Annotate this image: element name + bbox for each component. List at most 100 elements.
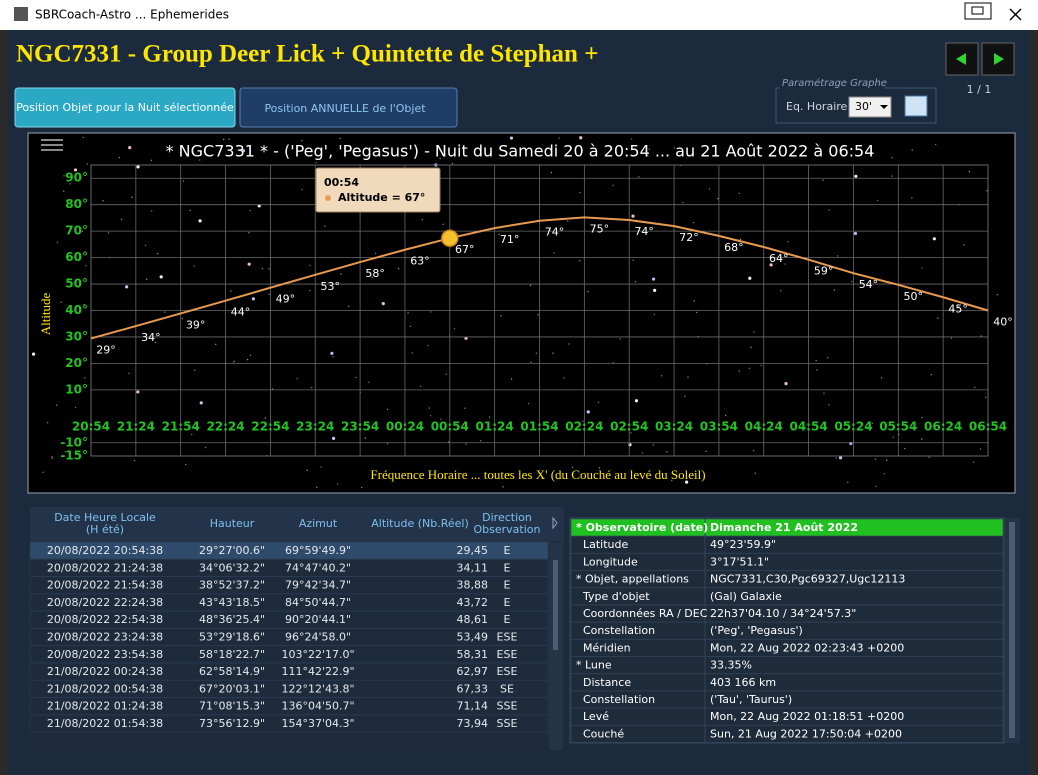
restore-button[interactable] (964, 2, 992, 20)
prev-button[interactable] (945, 42, 979, 76)
star (131, 196, 133, 198)
close-button[interactable] (1009, 8, 1022, 21)
star (133, 459, 136, 462)
star (230, 290, 232, 292)
table-cell: 43,72 (457, 596, 489, 609)
calendar-button[interactable] (904, 95, 928, 117)
star (355, 376, 357, 379)
star (979, 448, 982, 450)
right-edge (1030, 30, 1038, 775)
star (445, 373, 447, 375)
star (428, 407, 430, 409)
star (453, 328, 456, 330)
star (268, 293, 270, 295)
y-tick-label: -10° (60, 435, 88, 449)
y-tick-label: 10° (65, 382, 88, 396)
star (874, 458, 877, 460)
star (652, 444, 654, 446)
star (638, 176, 640, 178)
star (754, 472, 757, 474)
info-key: Type d'objet (582, 590, 650, 603)
info-value: 3°17'51.1" (710, 555, 769, 568)
x-tick-label: 21:24 (117, 420, 155, 434)
table-cell: ESE (497, 648, 518, 661)
y-tick-label: 80° (65, 197, 88, 211)
star (251, 297, 255, 301)
star (695, 311, 698, 314)
table-cell: 29°27'00.6" (199, 544, 265, 557)
hour-select[interactable] (848, 96, 892, 118)
star (653, 288, 657, 292)
tab-active[interactable] (14, 87, 236, 128)
star (407, 312, 409, 314)
table-cell: E (504, 544, 511, 557)
data-label: 71° (500, 233, 520, 246)
star (972, 461, 975, 463)
y-tick-label: 50° (65, 277, 88, 291)
star (597, 401, 600, 404)
star (156, 252, 159, 255)
star (937, 317, 939, 319)
star (692, 221, 695, 224)
data-label: 54° (859, 278, 879, 291)
table-cell: 73,94 (457, 717, 489, 730)
star (397, 267, 400, 270)
star (530, 361, 532, 364)
star (125, 285, 129, 289)
table-cell: 62°58'14.9" (199, 665, 265, 678)
star (189, 209, 191, 212)
star (632, 259, 634, 262)
data-label: 63° (410, 255, 430, 268)
info-key: Latitude (583, 538, 629, 551)
y-tick-label: 30° (65, 329, 88, 343)
table-scroll-thumb[interactable] (553, 560, 558, 650)
table-cell: 21/08/2022 00:54:38 (47, 682, 163, 695)
x-tick-label: 02:54 (610, 420, 648, 434)
star (128, 372, 130, 375)
info-value: Mon, 22 Aug 2022 02:23:43 +0200 (710, 641, 904, 654)
window-title: SBRCoach-Astro ... Ephemerides (35, 8, 229, 22)
star (246, 358, 249, 361)
star (630, 138, 633, 140)
star (69, 183, 71, 185)
star (760, 364, 762, 367)
star (182, 180, 185, 182)
info-key: Coordonnées RA / DEC (583, 607, 708, 620)
data-label: 40° (993, 316, 1013, 329)
star (911, 149, 913, 151)
tab[interactable] (239, 87, 458, 128)
table-cell: 38,88 (457, 579, 489, 592)
star (836, 255, 839, 257)
settings-legend-bg (780, 78, 884, 90)
star (51, 456, 53, 458)
star (958, 305, 960, 308)
info-value: ('Peg', 'Pegasus') (710, 624, 803, 637)
star (83, 303, 85, 306)
star (653, 313, 656, 316)
info-scroll-thumb[interactable] (1009, 522, 1015, 738)
star (464, 407, 466, 409)
tooltip-text: Altitude = 67° (338, 191, 425, 204)
table-cell: 74°47'40.2" (285, 561, 351, 574)
info-row (570, 725, 1004, 743)
star (136, 390, 140, 394)
title-bar (0, 0, 1038, 30)
star (136, 165, 140, 169)
chart-menu[interactable] (41, 139, 63, 151)
star (738, 370, 741, 372)
star (823, 392, 825, 394)
data-label: 53° (321, 280, 341, 293)
star (750, 346, 752, 349)
info-row (570, 656, 1004, 674)
x-tick-label: 00:54 (431, 420, 469, 434)
star (330, 351, 334, 355)
star (159, 275, 163, 279)
table-cell: SSE (497, 717, 518, 730)
star (421, 218, 424, 221)
star (301, 188, 303, 191)
star (144, 244, 147, 246)
star (502, 486, 504, 488)
star (316, 486, 318, 488)
star (85, 264, 87, 267)
